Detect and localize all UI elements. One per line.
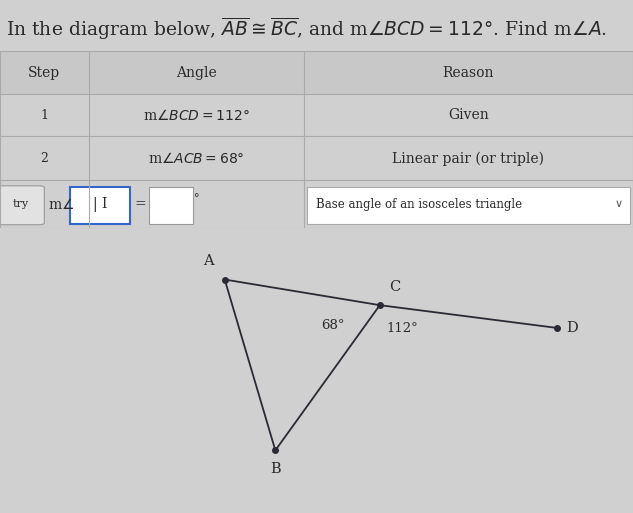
Text: Linear pair (or triple): Linear pair (or triple) xyxy=(392,151,544,166)
FancyBboxPatch shape xyxy=(0,51,633,94)
FancyBboxPatch shape xyxy=(0,186,44,225)
Text: Step: Step xyxy=(28,66,60,80)
Text: try: try xyxy=(13,200,29,209)
Text: D: D xyxy=(567,321,579,335)
Text: °: ° xyxy=(194,194,199,204)
Text: Given: Given xyxy=(448,108,489,122)
Text: 112°: 112° xyxy=(386,322,418,335)
Text: =: = xyxy=(134,198,146,211)
FancyBboxPatch shape xyxy=(149,187,193,224)
Text: ∨: ∨ xyxy=(615,200,623,209)
Text: C: C xyxy=(389,280,401,294)
Text: Reason: Reason xyxy=(442,66,494,80)
FancyBboxPatch shape xyxy=(70,187,130,224)
Text: m$\angle BCD = 112°$: m$\angle BCD = 112°$ xyxy=(143,108,249,123)
Text: In the diagram below, $\overline{AB} \cong \overline{BC}$, and m$\angle BCD = 11: In the diagram below, $\overline{AB} \co… xyxy=(6,15,607,42)
Text: Angle: Angle xyxy=(176,66,216,80)
FancyBboxPatch shape xyxy=(307,187,630,224)
Text: m$\angle$: m$\angle$ xyxy=(48,197,74,212)
Text: Base angle of an isosceles triangle: Base angle of an isosceles triangle xyxy=(316,198,523,211)
Text: m$\angle ACB = 68°$: m$\angle ACB = 68°$ xyxy=(148,151,244,166)
Text: 68°: 68° xyxy=(322,320,345,332)
Text: | I: | I xyxy=(92,197,107,212)
Text: 1: 1 xyxy=(41,109,48,122)
Text: B: B xyxy=(270,462,280,476)
Text: A: A xyxy=(204,254,214,268)
Text: 2: 2 xyxy=(41,152,48,165)
